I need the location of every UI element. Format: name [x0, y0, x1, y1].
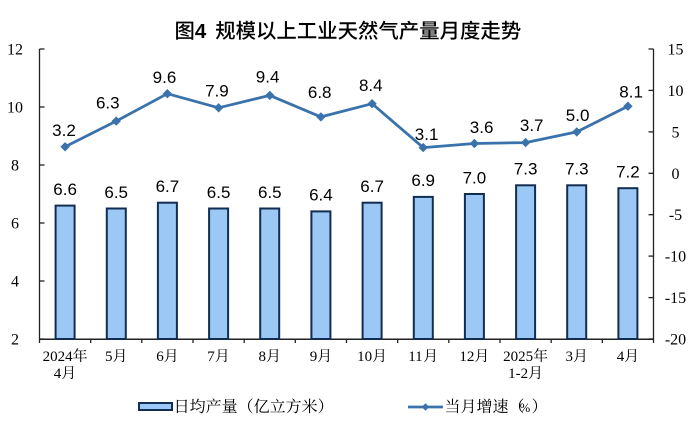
svg-text:3.7: 3.7 — [520, 116, 544, 135]
svg-text:8: 8 — [259, 349, 267, 365]
svg-text:9: 9 — [310, 349, 318, 365]
svg-text:1-2: 1-2 — [508, 366, 528, 382]
svg-text:8: 8 — [11, 158, 19, 175]
svg-text:4: 4 — [195, 21, 207, 43]
svg-text:2: 2 — [11, 332, 19, 349]
svg-text:7.3: 7.3 — [565, 160, 589, 179]
svg-text:7.0: 7.0 — [463, 168, 487, 187]
svg-text:0: 0 — [672, 166, 680, 183]
svg-text:6.5: 6.5 — [258, 183, 282, 202]
svg-text:5: 5 — [105, 349, 113, 365]
svg-text:6.4: 6.4 — [309, 186, 333, 205]
svg-text:11: 11 — [408, 349, 422, 365]
svg-text:6.7: 6.7 — [360, 177, 384, 196]
svg-text:7.2: 7.2 — [616, 163, 640, 182]
svg-text:6.7: 6.7 — [156, 177, 180, 196]
svg-text:3: 3 — [566, 349, 574, 365]
svg-text:7.3: 7.3 — [514, 160, 538, 179]
svg-text:8.4: 8.4 — [359, 76, 383, 95]
svg-text:15: 15 — [668, 42, 684, 59]
svg-text:-15: -15 — [665, 290, 686, 307]
svg-text:12: 12 — [7, 42, 23, 59]
svg-text:6.5: 6.5 — [104, 183, 128, 202]
svg-text:8.1: 8.1 — [619, 82, 643, 101]
svg-text:6: 6 — [11, 216, 19, 233]
svg-text:4: 4 — [617, 349, 625, 365]
svg-text:3.6: 3.6 — [470, 118, 494, 137]
svg-text:4: 4 — [11, 274, 19, 291]
svg-text:6.6: 6.6 — [53, 180, 77, 199]
svg-text:6.3: 6.3 — [96, 94, 120, 113]
svg-text:10: 10 — [668, 83, 684, 100]
svg-text:%: % — [520, 401, 530, 415]
svg-text:-10: -10 — [665, 249, 686, 266]
svg-text:-5: -5 — [669, 207, 682, 224]
svg-text:6.5: 6.5 — [207, 183, 231, 202]
svg-text:4: 4 — [54, 366, 62, 382]
svg-text:3.2: 3.2 — [52, 121, 76, 140]
svg-text:-20: -20 — [665, 332, 686, 349]
svg-text:12: 12 — [459, 349, 474, 365]
svg-text:6: 6 — [156, 349, 164, 365]
svg-text:6.8: 6.8 — [308, 83, 332, 102]
svg-text:5.0: 5.0 — [566, 106, 590, 125]
svg-text:7.9: 7.9 — [205, 82, 229, 101]
svg-text:10: 10 — [357, 349, 372, 365]
svg-text:2024: 2024 — [43, 349, 74, 365]
svg-text:9.6: 9.6 — [153, 68, 177, 87]
svg-text:9.4: 9.4 — [256, 67, 280, 86]
svg-text:5: 5 — [672, 124, 680, 141]
svg-text:2025: 2025 — [503, 349, 533, 365]
svg-text:10: 10 — [7, 100, 23, 117]
svg-text:6.9: 6.9 — [411, 171, 435, 190]
svg-text:3.1: 3.1 — [415, 125, 439, 144]
svg-text:7: 7 — [207, 349, 215, 365]
